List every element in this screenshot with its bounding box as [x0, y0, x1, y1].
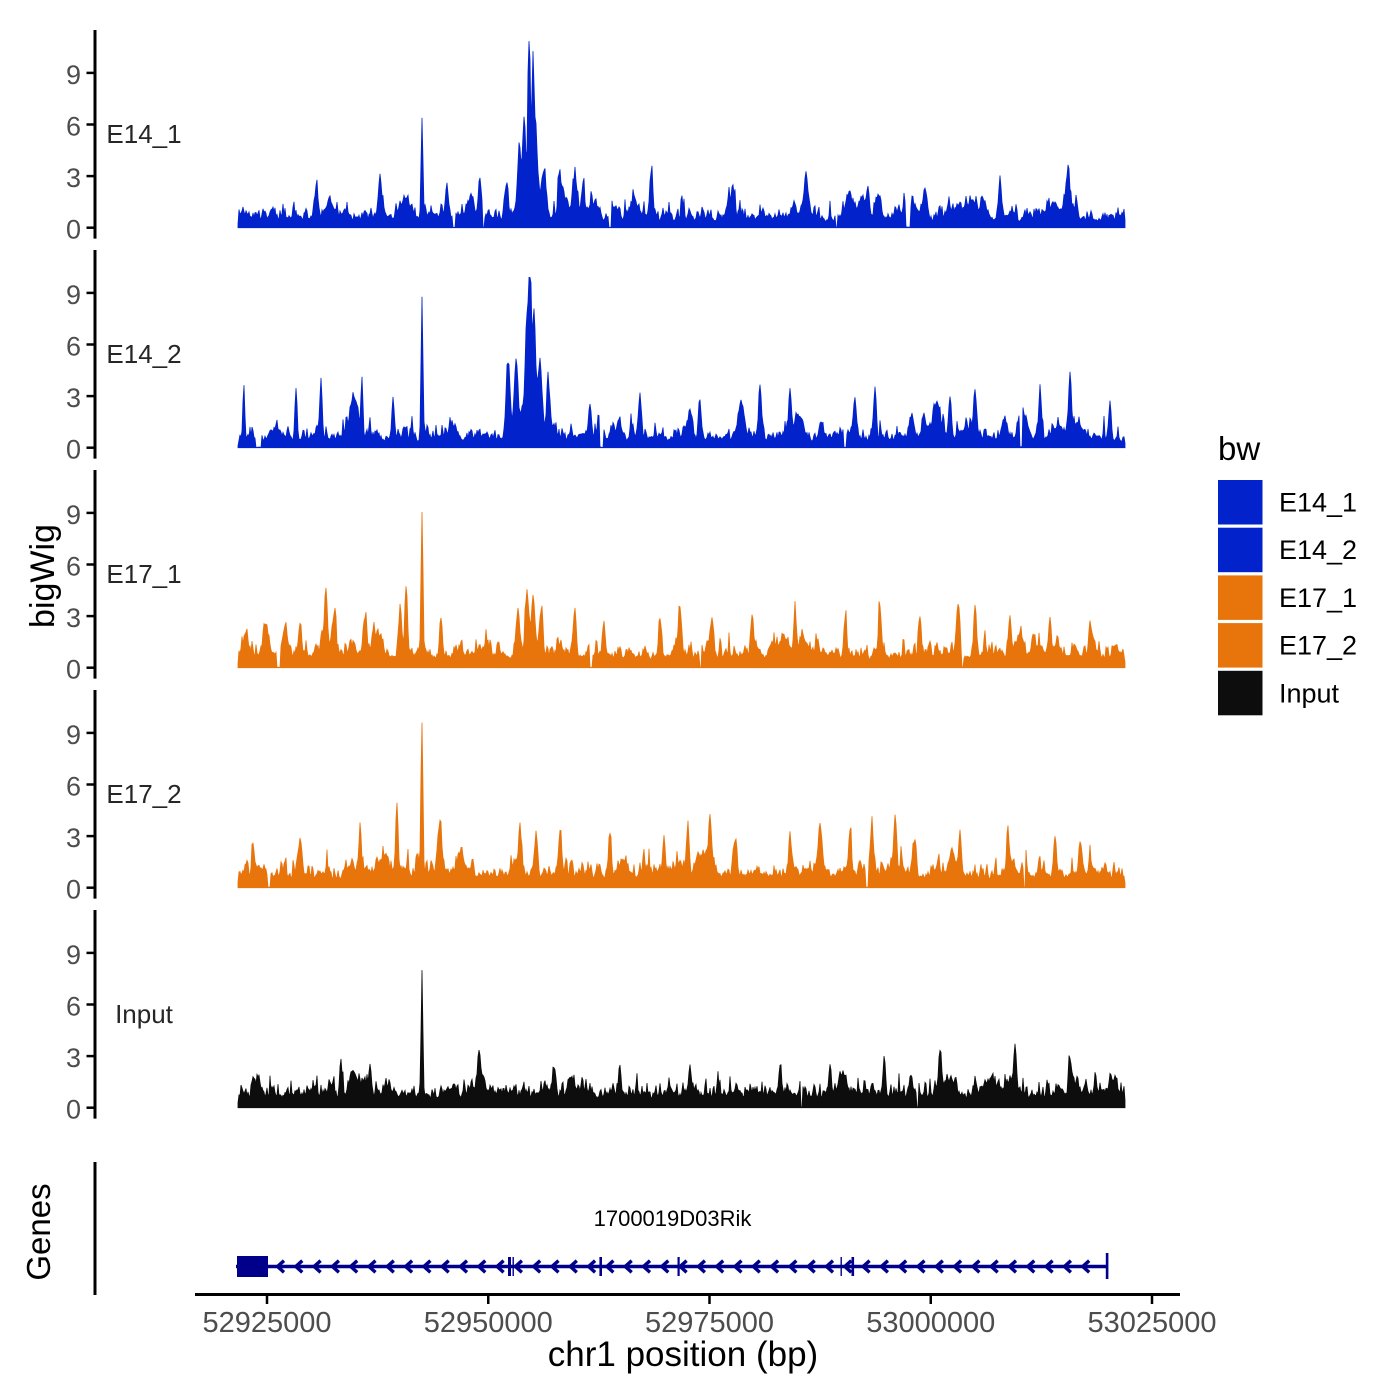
svg-text:9: 9	[66, 280, 81, 310]
svg-text:1700019D03Rik: 1700019D03Rik	[594, 1206, 753, 1231]
svg-text:0: 0	[66, 875, 81, 905]
svg-text:E17_1: E17_1	[106, 559, 181, 589]
svg-text:0: 0	[66, 435, 81, 465]
svg-text:bw: bw	[1218, 430, 1260, 467]
svg-text:E17_2: E17_2	[1279, 631, 1357, 661]
svg-text:E14_2: E14_2	[106, 339, 181, 369]
svg-text:E14_1: E14_1	[1279, 488, 1357, 518]
svg-text:52975000: 52975000	[645, 1307, 774, 1339]
svg-text:9: 9	[66, 720, 81, 750]
svg-text:3: 3	[66, 163, 81, 193]
svg-text:9: 9	[66, 940, 81, 970]
svg-text:6: 6	[66, 112, 81, 142]
svg-text:53000000: 53000000	[866, 1307, 995, 1339]
svg-text:6: 6	[66, 772, 81, 802]
svg-text:9: 9	[66, 500, 81, 530]
svg-text:chr1 position (bp): chr1 position (bp)	[548, 1335, 818, 1374]
svg-text:0: 0	[66, 1095, 81, 1125]
svg-text:6: 6	[66, 992, 81, 1022]
svg-text:3: 3	[66, 383, 81, 413]
svg-text:3: 3	[66, 603, 81, 633]
svg-text:0: 0	[66, 655, 81, 685]
svg-text:E17_1: E17_1	[1279, 583, 1357, 613]
svg-text:E14_2: E14_2	[1279, 535, 1357, 565]
svg-text:52950000: 52950000	[424, 1307, 553, 1339]
svg-text:3: 3	[66, 1043, 81, 1073]
svg-text:52925000: 52925000	[202, 1307, 331, 1339]
svg-text:Input: Input	[115, 999, 174, 1029]
svg-text:Genes: Genes	[20, 1183, 57, 1280]
svg-text:3: 3	[66, 823, 81, 853]
svg-text:E17_2: E17_2	[106, 779, 181, 809]
svg-text:E14_1: E14_1	[106, 119, 181, 149]
svg-text:6: 6	[66, 332, 81, 362]
svg-text:6: 6	[66, 552, 81, 582]
svg-text:bigWig: bigWig	[24, 524, 62, 628]
svg-text:53025000: 53025000	[1087, 1307, 1216, 1339]
svg-text:Input: Input	[1279, 678, 1340, 708]
svg-text:9: 9	[66, 60, 81, 90]
svg-text:0: 0	[66, 215, 81, 245]
